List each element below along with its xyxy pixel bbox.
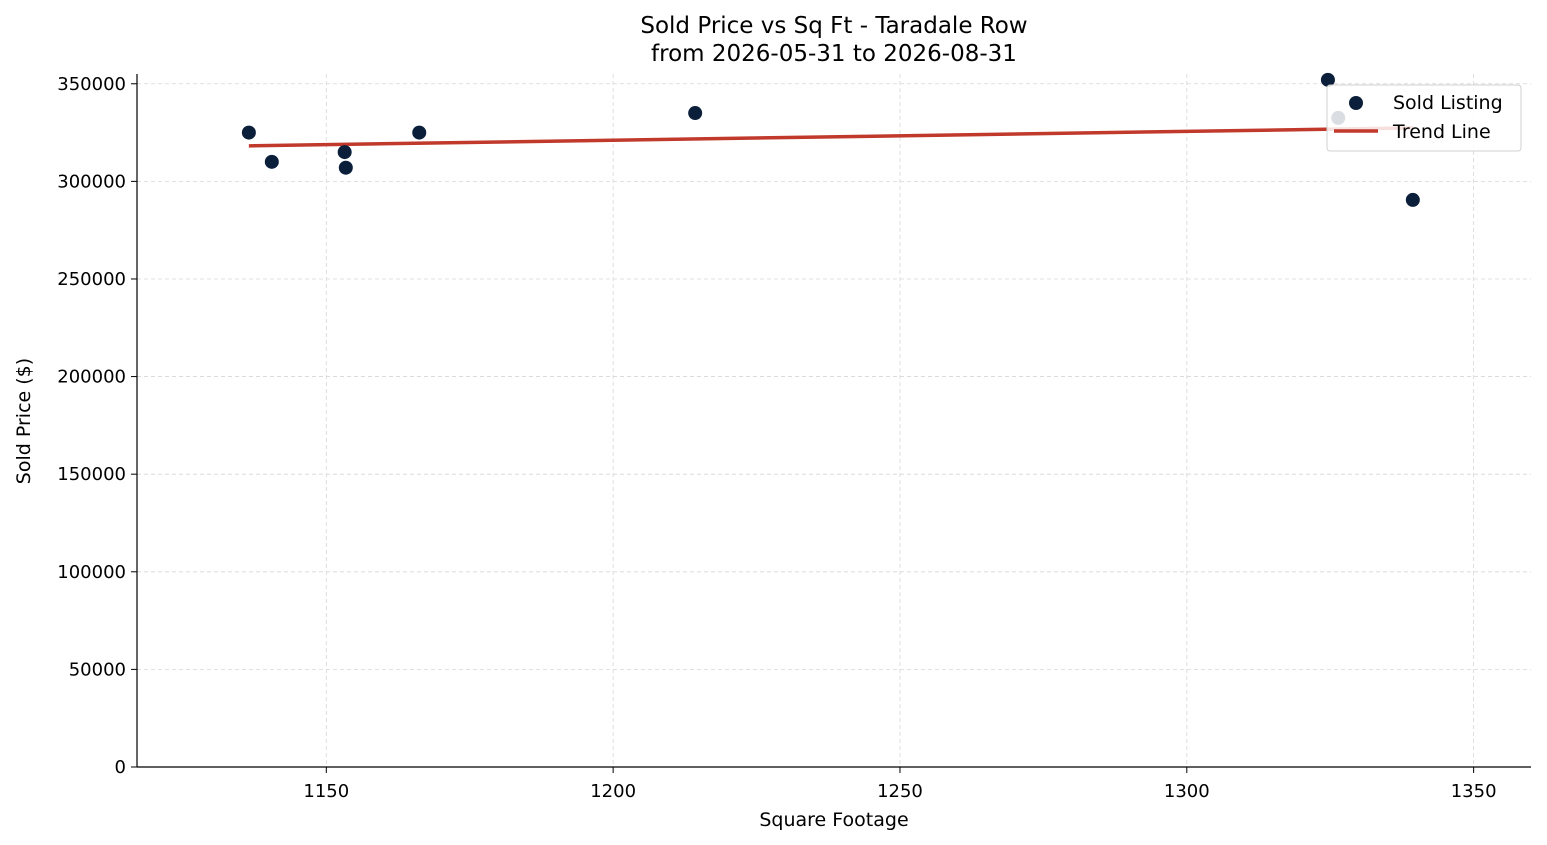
y-tick-label: 150000 <box>57 464 126 485</box>
data-point <box>338 160 353 175</box>
chart-subtitle: from 2026-05-31 to 2026-08-31 <box>651 41 1017 67</box>
x-tick-label: 1250 <box>877 781 923 802</box>
x-axis-label: Square Footage <box>759 809 908 831</box>
y-tick-label: 200000 <box>57 367 126 388</box>
x-tick-label: 1300 <box>1164 781 1210 802</box>
data-point <box>412 125 427 140</box>
y-tick-label: 50000 <box>69 659 126 680</box>
legend-box <box>1326 84 1522 152</box>
grid-lines <box>137 74 1531 768</box>
plot-area <box>241 72 1420 207</box>
axes <box>136 74 1531 768</box>
data-point <box>241 125 256 140</box>
chart-title: Sold Price vs Sq Ft - Taradale Row <box>640 13 1027 39</box>
data-point <box>264 154 279 169</box>
y-tick-label: 350000 <box>57 74 126 95</box>
trend-line <box>248 126 1413 148</box>
y-axis-label: Sold Price ($) <box>13 358 35 484</box>
legend: Sold Listing Trend Line <box>1326 84 1522 152</box>
x-tick-label: 1350 <box>1451 781 1497 802</box>
y-tick-label: 0 <box>115 757 126 778</box>
data-point <box>337 145 352 160</box>
data-point <box>1405 192 1420 207</box>
data-point <box>1320 72 1335 87</box>
x-tick-label: 1200 <box>590 781 636 802</box>
legend-label-sold-listing: Sold Listing <box>1393 92 1503 114</box>
legend-label-trend-line: Trend Line <box>1392 121 1491 143</box>
y-tick-label: 100000 <box>57 562 126 583</box>
x-tick-label: 1150 <box>303 781 349 802</box>
data-point <box>688 106 703 121</box>
y-tick-label: 250000 <box>57 269 126 290</box>
legend-marker-sold-listing <box>1349 96 1363 110</box>
ticks: 0 50000 100000 150000 200000 250000 300000 3500… <box>57 74 1496 802</box>
y-tick-label: 300000 <box>57 171 126 192</box>
